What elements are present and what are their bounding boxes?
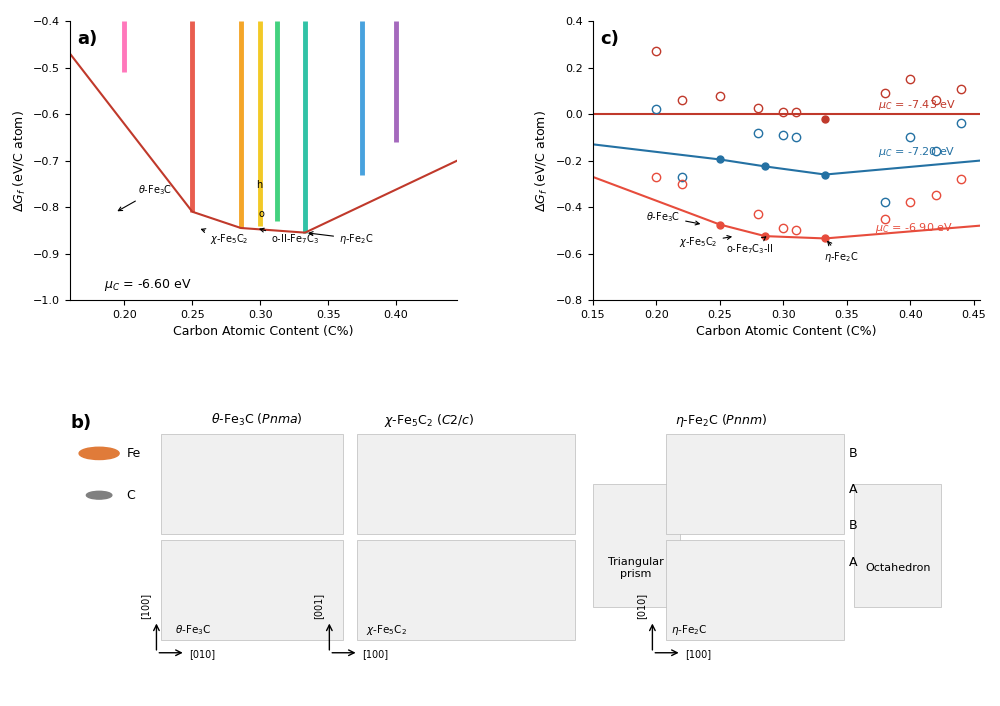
Text: b): b) (70, 414, 91, 432)
Y-axis label: $\Delta G_f$ (eV/C atom): $\Delta G_f$ (eV/C atom) (11, 109, 28, 212)
Text: B: B (849, 520, 858, 532)
Text: Triangular
prism: Triangular prism (608, 557, 664, 578)
Text: [010]: [010] (189, 649, 215, 659)
Text: $\eta$-Fe$_2$C: $\eta$-Fe$_2$C (671, 623, 707, 638)
Text: [100]: [100] (140, 593, 150, 619)
Text: C: C (126, 489, 135, 502)
Text: $\mu_C$ = -7.20 eV: $\mu_C$ = -7.20 eV (878, 145, 956, 159)
Circle shape (86, 491, 112, 499)
Text: $\eta$-Fe$_2$C: $\eta$-Fe$_2$C (309, 232, 373, 246)
Text: o-Fe$_7$C$_3$-II: o-Fe$_7$C$_3$-II (726, 237, 774, 256)
Text: o-II-Fe$_7$C$_3$: o-II-Fe$_7$C$_3$ (260, 228, 319, 246)
Text: $\mu_C$ = -6.90 eV: $\mu_C$ = -6.90 eV (875, 222, 953, 236)
Circle shape (79, 447, 119, 460)
Text: $\chi$-Fe$_5$C$_2$: $\chi$-Fe$_5$C$_2$ (366, 623, 407, 638)
Text: $\eta$-Fe$_2$C: $\eta$-Fe$_2$C (824, 241, 858, 264)
Text: $\chi$-Fe$_5$C$_2$: $\chi$-Fe$_5$C$_2$ (202, 229, 248, 246)
Text: [010]: [010] (636, 593, 646, 619)
Text: h: h (256, 179, 262, 189)
FancyBboxPatch shape (666, 434, 844, 534)
FancyBboxPatch shape (854, 484, 941, 606)
X-axis label: Carbon Atomic Content (C%): Carbon Atomic Content (C%) (173, 325, 354, 338)
Text: $\theta$-Fe$_3$C: $\theta$-Fe$_3$C (175, 623, 211, 637)
Text: o: o (259, 209, 265, 220)
Text: A: A (849, 483, 857, 496)
Text: c): c) (601, 30, 619, 47)
FancyBboxPatch shape (357, 434, 575, 534)
FancyBboxPatch shape (161, 540, 343, 640)
FancyBboxPatch shape (357, 540, 575, 640)
Text: $\chi$-Fe$_5$C$_2$ ($\it{C2/c}$): $\chi$-Fe$_5$C$_2$ ($\it{C2/c}$) (384, 412, 475, 429)
Text: $\theta$-Fe$_3$C: $\theta$-Fe$_3$C (646, 210, 699, 225)
X-axis label: Carbon Atomic Content (C%): Carbon Atomic Content (C%) (696, 325, 877, 338)
Text: a): a) (78, 30, 98, 47)
Text: Octahedron: Octahedron (865, 563, 931, 573)
Text: $\mu_C$ = -7.43 eV: $\mu_C$ = -7.43 eV (878, 98, 956, 112)
Text: $\theta$-Fe$_3$C ($\it{Pnma}$): $\theta$-Fe$_3$C ($\it{Pnma}$) (211, 412, 303, 428)
FancyBboxPatch shape (593, 484, 680, 606)
FancyBboxPatch shape (666, 540, 844, 640)
Text: $\chi$-Fe$_5$C$_2$: $\chi$-Fe$_5$C$_2$ (679, 235, 731, 249)
Text: [100]: [100] (362, 649, 388, 659)
Text: A: A (849, 556, 857, 568)
Y-axis label: $\Delta G_f$ (eV/C atom): $\Delta G_f$ (eV/C atom) (534, 109, 550, 212)
Text: Fe: Fe (126, 447, 141, 460)
Text: $\eta$-Fe$_2$C ($\it{Pnnm}$): $\eta$-Fe$_2$C ($\it{Pnnm}$) (675, 412, 767, 429)
Text: $\mu_C$ = -6.60 eV: $\mu_C$ = -6.60 eV (104, 277, 191, 294)
Text: B: B (849, 447, 858, 460)
Text: $\theta$-Fe$_3$C: $\theta$-Fe$_3$C (118, 183, 172, 210)
Text: [100]: [100] (685, 649, 711, 659)
Text: [001]: [001] (313, 593, 323, 619)
FancyBboxPatch shape (161, 434, 343, 534)
